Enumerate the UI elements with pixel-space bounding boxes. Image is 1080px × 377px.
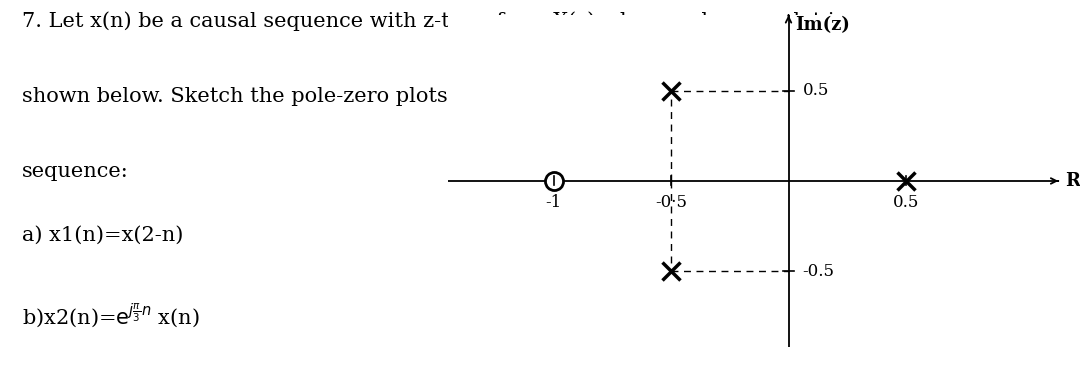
Text: -1: -1 <box>545 195 562 211</box>
Text: 0.5: 0.5 <box>802 82 829 99</box>
Text: 0.5: 0.5 <box>893 195 919 211</box>
Text: 7. Let x(n) be a causal sequence with z-transform X(z) whose pole-zero plot is: 7. Let x(n) be a causal sequence with z-… <box>22 11 845 31</box>
Text: -0·5: -0·5 <box>656 195 687 211</box>
Text: Re(z): Re(z) <box>1066 172 1080 190</box>
Text: a) x1(n)=x(2-n): a) x1(n)=x(2-n) <box>22 226 183 245</box>
Text: Im(z): Im(z) <box>796 16 850 34</box>
Text: -0.5: -0.5 <box>802 263 835 280</box>
Text: shown below. Sketch the pole-zero plots and the ROC of the following: shown below. Sketch the pole-zero plots … <box>22 87 761 106</box>
Text: b)x2(n)=$\mathrm{e}^{j\frac{\pi}{3}n}$ x(n): b)x2(n)=$\mathrm{e}^{j\frac{\pi}{3}n}$ x… <box>22 302 199 329</box>
Text: sequence:: sequence: <box>22 162 129 181</box>
